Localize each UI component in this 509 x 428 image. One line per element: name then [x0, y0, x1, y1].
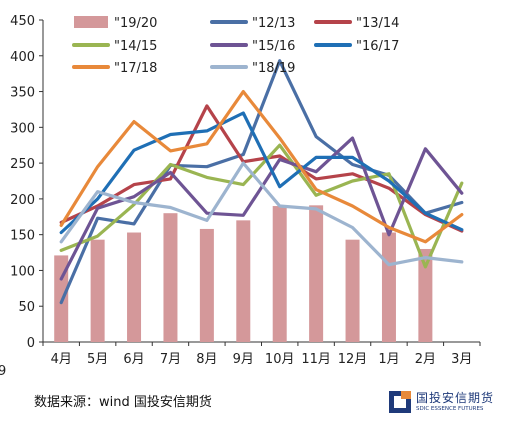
legend-swatch [74, 16, 108, 28]
y-tick-label: 50 [18, 300, 35, 315]
x-tick-label: 1月 [378, 352, 399, 367]
y-tick-label: 250 [10, 157, 35, 172]
bar [127, 232, 142, 342]
legend: "19/20 "12/13 "13/14 "14/15 "15/16 "16/17 "17/… [72, 16, 399, 76]
x-tick-label: 5月 [87, 352, 108, 367]
bar [236, 220, 251, 342]
bar-series-19-20 [54, 205, 433, 342]
legend-label: "13/14 [356, 16, 399, 31]
legend-label: "12/13 [252, 16, 295, 31]
legend-label: "15/16 [252, 39, 295, 54]
x-tick-label: 4月 [51, 352, 72, 367]
series-line [59, 143, 464, 269]
legend-label: "17/18 [114, 61, 157, 76]
y-tick-label: 0 [27, 336, 35, 351]
bar [163, 213, 178, 342]
series-line [59, 90, 464, 244]
bar [309, 205, 324, 342]
bar [345, 239, 360, 342]
cut-off-axis-glyph: 9 [0, 364, 7, 379]
x-tick-label: 10月 [265, 352, 295, 367]
bar [418, 248, 433, 342]
y-tick-label: 400 [10, 50, 35, 65]
series-line [59, 111, 464, 235]
legend-label: "14/15 [114, 39, 157, 54]
x-tick-label: 8月 [196, 352, 217, 367]
y-tick-label: 200 [10, 193, 35, 208]
logo-mark-icon [389, 391, 411, 413]
series-line [59, 161, 464, 267]
bar [381, 232, 396, 342]
legend-label: "16/17 [356, 39, 399, 54]
series-line [59, 59, 464, 305]
legend-label: "18/19 [252, 61, 295, 76]
x-tick-label: 2月 [415, 352, 436, 367]
y-tick-label: 150 [10, 229, 35, 244]
x-tick-label: 7月 [160, 352, 181, 367]
legend-label: "19/20 [114, 16, 157, 31]
logo-text-en: SDIC ESSENCE FUTURES [416, 406, 484, 412]
axes: 0 50 100 150 200 250 300 350 400 450 4月 5月 6月 7月 8月 9月 1… [10, 14, 481, 367]
x-tick-label: 3月 [451, 352, 472, 367]
logo-text-cn: 国投安信期货 [416, 391, 495, 405]
x-tick-label: 11月 [301, 352, 331, 367]
x-tick-label: 12月 [338, 352, 368, 367]
x-tick-label: 9月 [233, 352, 254, 367]
line-series [59, 59, 464, 305]
bar [199, 228, 214, 342]
y-tick-label: 100 [10, 264, 35, 279]
y-tick-label: 300 [10, 121, 35, 136]
bar [90, 239, 105, 342]
bar [272, 206, 287, 342]
source-note: 数据来源：wind 国投安信期货 [34, 395, 212, 410]
x-tick-label: 6月 [123, 352, 144, 367]
y-tick-label: 350 [10, 86, 35, 101]
y-tick-label: 450 [10, 14, 35, 29]
series-line [59, 136, 464, 281]
brand-logo: 国投安信期货 SDIC ESSENCE FUTURES [388, 388, 500, 418]
